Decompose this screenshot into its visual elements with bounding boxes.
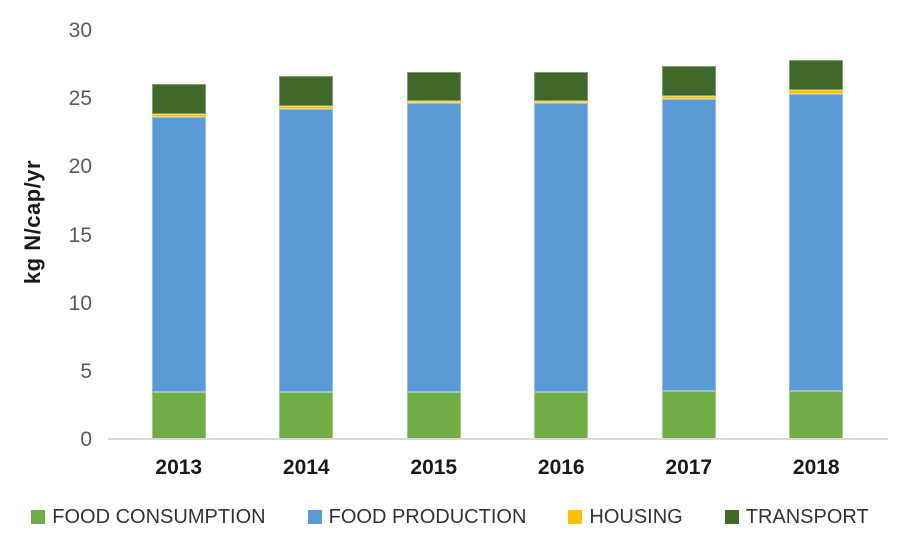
bar-segment-transport bbox=[151, 84, 206, 115]
legend-item-housing: HOUSING bbox=[568, 505, 683, 529]
bar-segment-transport bbox=[661, 66, 716, 97]
bar-segment-transport bbox=[279, 76, 334, 107]
legend-item-food-consumption: FOOD CONSUMPTION bbox=[31, 505, 266, 529]
y-tick-label: 20 bbox=[68, 155, 92, 179]
bar-segment-transport bbox=[789, 59, 844, 91]
legend-label: FOOD CONSUMPTION bbox=[52, 505, 266, 528]
bar-segment-food-production bbox=[789, 93, 844, 391]
bar-segment-housing bbox=[279, 106, 334, 109]
bar-segment-food-consumption bbox=[534, 392, 589, 440]
legend-swatch-icon bbox=[31, 510, 46, 524]
bar-segment-food-production bbox=[534, 103, 589, 393]
bar-2015 bbox=[406, 71, 461, 440]
bar-2018 bbox=[789, 59, 844, 440]
bar-segment-food-production bbox=[151, 116, 206, 393]
bar-segment-housing bbox=[151, 114, 206, 117]
x-category-label: 2015 bbox=[410, 456, 458, 479]
y-tick-label: 15 bbox=[68, 223, 92, 247]
bar-segment-food-production bbox=[406, 103, 461, 393]
y-tick-label: 0 bbox=[80, 428, 92, 451]
x-category-label: 2018 bbox=[792, 456, 840, 479]
bar-segment-food-consumption bbox=[279, 392, 334, 440]
y-tick-label: 30 bbox=[68, 19, 92, 42]
bar-segment-housing bbox=[406, 100, 461, 104]
legend-swatch-icon bbox=[724, 510, 739, 524]
bar-segment-housing bbox=[661, 96, 716, 100]
y-tick-label: 10 bbox=[68, 291, 92, 315]
bar-segment-food-production bbox=[279, 108, 334, 393]
legend-item-transport: TRANSPORT bbox=[724, 505, 869, 529]
bar-segment-food-production bbox=[661, 99, 716, 391]
bar-2013 bbox=[151, 84, 206, 440]
bar-segment-food-consumption bbox=[406, 392, 461, 440]
y-tick-label: 5 bbox=[80, 359, 92, 383]
x-category-label: 2017 bbox=[665, 456, 713, 479]
legend-label: FOOD PRODUCTION bbox=[328, 505, 527, 528]
y-axis-title: kg N/cap/yr bbox=[20, 159, 45, 285]
bar-segment-food-consumption bbox=[661, 390, 716, 440]
bar-segment-transport bbox=[406, 71, 461, 101]
bar-segment-food-consumption bbox=[151, 392, 206, 440]
y-tick-label: 25 bbox=[68, 87, 92, 111]
x-category-label: 2016 bbox=[537, 456, 585, 479]
legend-swatch-icon bbox=[307, 510, 322, 524]
bar-2014 bbox=[279, 76, 334, 440]
legend: FOOD CONSUMPTION FOOD PRODUCTION HOUSING TR… bbox=[0, 503, 900, 531]
legend-label: TRANSPORT bbox=[745, 505, 869, 528]
bar-2016 bbox=[534, 71, 589, 440]
bar-segment-housing bbox=[534, 100, 589, 104]
x-category-label: 2013 bbox=[155, 456, 203, 479]
legend-label: HOUSING bbox=[589, 505, 683, 528]
bar-segment-housing bbox=[789, 90, 844, 94]
x-category-label: 2014 bbox=[282, 456, 330, 479]
x-axis-line bbox=[108, 438, 888, 440]
bar-segment-food-consumption bbox=[789, 390, 844, 440]
legend-item-food-production: FOOD PRODUCTION bbox=[307, 505, 527, 529]
bar-segment-transport bbox=[534, 71, 589, 101]
legend-swatch-icon bbox=[568, 510, 583, 524]
bar-2017 bbox=[661, 66, 716, 440]
plot-area bbox=[115, 31, 880, 440]
